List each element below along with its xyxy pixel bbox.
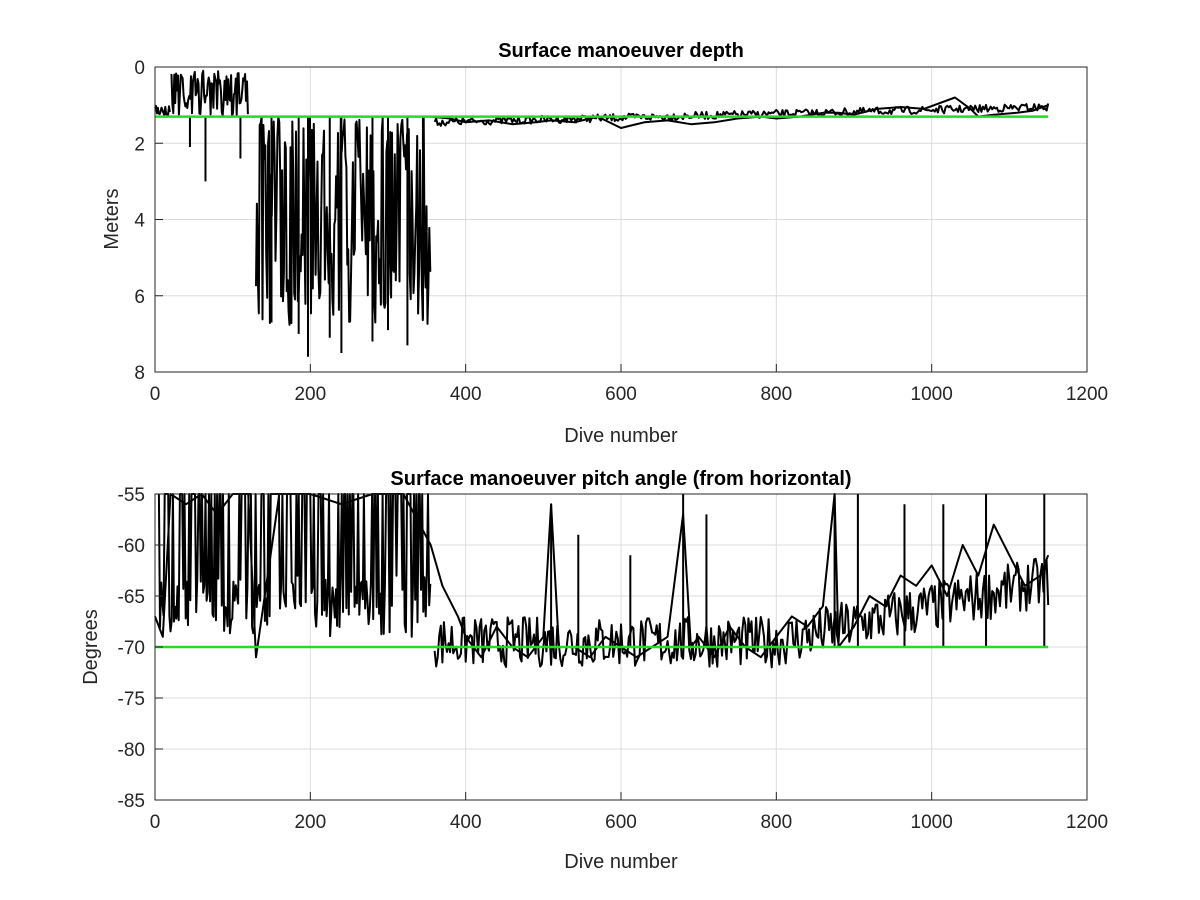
depth-y-axis-label: Meters <box>101 188 123 249</box>
pitch-x-tick-label: 1200 <box>1066 812 1108 833</box>
depth-x-axis-label: Dive number <box>564 425 678 447</box>
depth-series-dense-segment <box>170 69 249 118</box>
depth-x-tick-label: 0 <box>150 384 161 405</box>
pitch-y-tick-label: -75 <box>118 689 145 710</box>
depth-series-dense-segment <box>154 104 171 117</box>
pitch-y-tick-label: -60 <box>118 536 145 557</box>
pitch-x-tick-label: 1000 <box>911 812 953 833</box>
pitch-y-tick-label: -55 <box>118 485 145 506</box>
depth-x-tick-label: 1200 <box>1066 384 1108 405</box>
pitch-y-tick-label: -70 <box>118 638 145 659</box>
depth-series-noise <box>433 103 1050 127</box>
pitch-x-tick-label: 600 <box>605 812 637 833</box>
pitch-chart: 0 200 400 600 800 1000 1200 -55 -60 -65 -70 -75 -80 -… <box>80 468 1108 873</box>
depth-y-tick-label: 8 <box>134 363 145 384</box>
pitch-x-axis-label: Dive number <box>564 851 678 873</box>
pitch-series-dense-segment <box>157 493 432 638</box>
pitch-x-tick-label: 400 <box>450 812 482 833</box>
depth-x-tick-label: 400 <box>450 384 482 405</box>
depth-x-tick-label: 200 <box>294 384 326 405</box>
depth-chart-title: Surface manoeuver depth <box>498 40 744 62</box>
pitch-chart-title: Surface manoeuver pitch angle (from hori… <box>390 468 851 490</box>
depth-x-tick-label: 800 <box>760 384 792 405</box>
depth-x-tick-label: 1000 <box>911 384 953 405</box>
depth-y-tick-label: 6 <box>134 287 145 308</box>
pitch-x-tick-label: 200 <box>294 812 326 833</box>
depth-series-dense-segment <box>255 115 432 326</box>
pitch-y-tick-label: -80 <box>118 740 145 761</box>
pitch-y-tick-label: -65 <box>118 587 145 608</box>
depth-chart: 0 200 400 600 800 1000 1200 0 2 4 6 8 Surface manoe… <box>101 40 1108 447</box>
depth-y-tick-label: 0 <box>134 58 145 79</box>
pitch-series-noise <box>433 557 1050 669</box>
pitch-x-tick-label: 0 <box>150 812 161 833</box>
pitch-x-tick-label: 800 <box>760 812 792 833</box>
depth-y-tick-label: 2 <box>134 134 145 155</box>
pitch-y-tick-label: -85 <box>118 791 145 812</box>
pitch-y-axis-label: Degrees <box>80 609 102 685</box>
depth-y-tick-label: 4 <box>134 211 145 232</box>
depth-x-tick-label: 600 <box>605 384 637 405</box>
